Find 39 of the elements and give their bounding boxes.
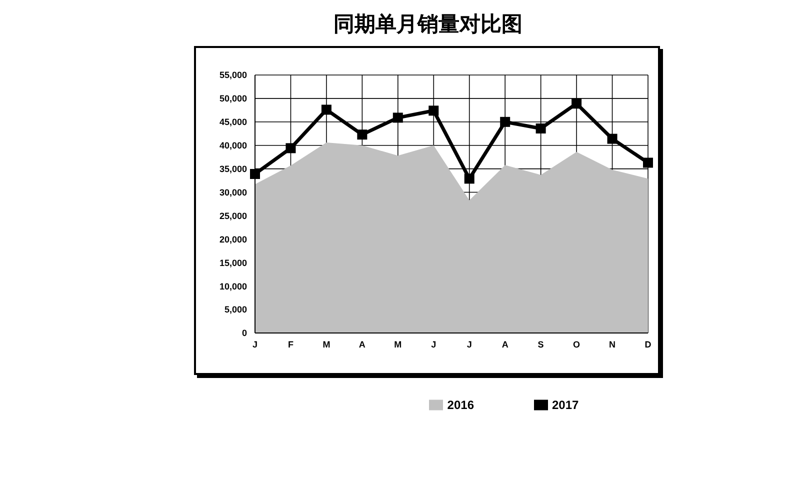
- point: [536, 123, 546, 134]
- point: [357, 130, 368, 140]
- x-tick-label: M: [322, 339, 330, 350]
- legend-label: 2017: [552, 398, 579, 412]
- y-tick-label: 5,000: [224, 304, 247, 315]
- x-tick-label: A: [358, 339, 366, 350]
- x-tick-label: S: [538, 339, 544, 350]
- x-tick-label: A: [502, 339, 509, 350]
- point: [286, 143, 296, 154]
- y-tick-label: 50,000: [219, 94, 247, 104]
- point: [250, 168, 260, 179]
- point: [321, 104, 332, 115]
- x-tick-label: J: [466, 339, 472, 350]
- x-tick-label: O: [573, 339, 580, 350]
- y-tick-label: 35,000: [219, 164, 247, 174]
- y-tick-label: 15,000: [219, 258, 247, 268]
- x-tick-label: D: [644, 339, 652, 350]
- y-tick-label: 55,000: [219, 70, 247, 80]
- point: [607, 134, 618, 144]
- x-tick-label: J: [431, 339, 436, 350]
- x-tick-label: N: [609, 339, 616, 350]
- x-tick-label: M: [394, 339, 402, 350]
- chart-title: 同期单月销量对比图: [332, 12, 524, 38]
- x-tick-label: F: [288, 339, 294, 350]
- y-tick-label: 40,000: [219, 140, 247, 151]
- y-tick-label: 0: [242, 328, 247, 338]
- point: [464, 174, 474, 184]
- y-tick-label: 25,000: [219, 210, 247, 221]
- point: [392, 112, 403, 123]
- point: [500, 116, 510, 127]
- y-tick-label: 30,000: [219, 187, 247, 198]
- x-tick-label: J: [252, 339, 258, 350]
- y-tick-label: 20,000: [219, 234, 247, 244]
- point: [572, 98, 582, 109]
- point: [643, 158, 653, 168]
- legend-label: 2016: [447, 398, 474, 412]
- y-tick-label: 45,000: [219, 117, 247, 128]
- point: [428, 106, 439, 116]
- y-tick-label: 10,000: [219, 281, 247, 292]
